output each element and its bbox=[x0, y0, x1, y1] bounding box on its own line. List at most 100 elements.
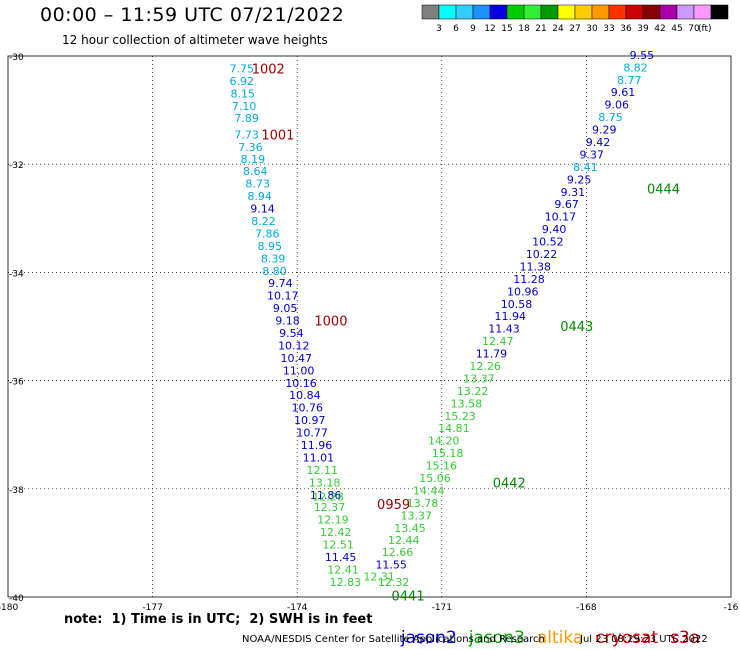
colorbar-tick-label: 39 bbox=[637, 24, 649, 34]
wave-height-label: 8.77 bbox=[617, 74, 642, 87]
x-tick-label: -171 bbox=[432, 603, 452, 613]
colorbar-swatch bbox=[625, 4, 644, 20]
wave-height-label: 8.41 bbox=[573, 161, 598, 174]
colorbar-tick-label: 15 bbox=[501, 24, 512, 34]
wave-height-label: 12.31 bbox=[363, 570, 395, 583]
colorbar-swatch bbox=[523, 4, 542, 20]
wave-height-label: 13.18 bbox=[309, 476, 341, 489]
colorbar-tick-label: 70 bbox=[688, 24, 700, 34]
wave-height-label: 15.06 bbox=[419, 472, 451, 485]
pass-time-label: 0442 bbox=[493, 476, 526, 491]
wave-height-label: 9.61 bbox=[611, 86, 636, 99]
colorbar-swatch bbox=[693, 4, 712, 20]
wave-height-label: 12.28 bbox=[312, 490, 344, 503]
wave-height-label: 8.73 bbox=[245, 178, 270, 191]
wave-height-label: 14.20 bbox=[428, 435, 460, 448]
wave-height-label: 12.37 bbox=[314, 501, 346, 514]
wave-height-label: 8.19 bbox=[241, 153, 266, 166]
colorbar-tick-label: 9 bbox=[470, 24, 476, 34]
wave-height-label: 10.17 bbox=[267, 290, 299, 303]
colorbar-tick-label: 6 bbox=[453, 24, 459, 34]
wave-height-label: 10.77 bbox=[296, 427, 328, 440]
wave-height-label: 15.18 bbox=[432, 447, 464, 460]
wave-height-label: 8.39 bbox=[261, 252, 286, 265]
wave-height-label: 10.22 bbox=[526, 248, 558, 261]
wave-height-label: 13.58 bbox=[451, 397, 483, 410]
colorbar-swatch bbox=[676, 4, 695, 20]
colorbar-tick-label: 30 bbox=[586, 24, 598, 34]
y-tick-label: -30 bbox=[9, 53, 24, 63]
wave-height-label: 8.95 bbox=[257, 240, 282, 253]
wave-height-label: 10.58 bbox=[501, 298, 533, 311]
wave-height-label: 13.45 bbox=[394, 522, 426, 535]
wave-height-label: 9.54 bbox=[279, 327, 304, 340]
wave-height-label: 11.55 bbox=[375, 559, 407, 572]
wave-height-label: 11.38 bbox=[520, 260, 552, 273]
colorbar-swatch bbox=[455, 4, 474, 20]
colorbar-swatch bbox=[472, 4, 491, 20]
pass-time-label: 1000 bbox=[314, 315, 347, 330]
wave-height-label: 12.19 bbox=[317, 514, 349, 527]
wave-height-label: 11.45 bbox=[325, 551, 357, 564]
colorbar-swatch bbox=[659, 4, 678, 20]
colorbar-swatch bbox=[489, 4, 508, 20]
colorbar-tick-label: 27 bbox=[569, 24, 580, 34]
wave-height-label: 12.66 bbox=[382, 546, 414, 559]
wave-height-label: 12.51 bbox=[322, 539, 354, 552]
wave-height-label: 11.01 bbox=[303, 451, 335, 464]
wave-height-label: 11.00 bbox=[283, 364, 315, 377]
pass-time-label: 1001 bbox=[261, 128, 294, 143]
y-tick-label: -40 bbox=[9, 594, 24, 604]
wave-height-label: 12.42 bbox=[320, 526, 352, 539]
colorbar-tick-label: 42 bbox=[654, 24, 665, 34]
wave-height-label: 10.96 bbox=[507, 285, 539, 298]
wave-height-label: 9.74 bbox=[268, 277, 293, 290]
satellite-legend-altika: altika bbox=[536, 628, 584, 648]
chart-title: 00:00 – 11:59 UTC 07/21/2022 bbox=[40, 4, 345, 26]
credit-line: NOAA/NESDIS Center for Satellite Applica… bbox=[242, 634, 545, 645]
colorbar-swatch bbox=[574, 4, 593, 20]
chart-subtitle: 12 hour collection of altimeter wave hei… bbox=[62, 33, 328, 47]
units-note: note: 1) Time is in UTC; 2) SWH is in fe… bbox=[64, 612, 373, 627]
wave-height-label: 12.26 bbox=[469, 360, 501, 373]
colorbar-swatch bbox=[591, 4, 610, 20]
wave-height-label: 10.16 bbox=[285, 377, 317, 390]
wave-height-label: 12.32 bbox=[378, 576, 410, 589]
colorbar-tick-label: 21 bbox=[535, 24, 546, 34]
wave-height-label: 8.75 bbox=[598, 111, 623, 124]
colorbar-swatch bbox=[608, 4, 627, 20]
wave-height-label: 10.47 bbox=[280, 352, 312, 365]
wave-height-label: 7.36 bbox=[238, 141, 263, 154]
colorbar-swatch bbox=[421, 4, 440, 20]
wave-height-label: 9.31 bbox=[561, 186, 586, 199]
wave-height-label: 10.97 bbox=[294, 414, 326, 427]
wave-height-label: 12.44 bbox=[388, 534, 420, 547]
colorbar-swatch bbox=[642, 4, 661, 20]
wave-height-label: 8.82 bbox=[623, 61, 648, 74]
wave-height-label: 7.73 bbox=[234, 128, 259, 141]
pass-time-label: 1002 bbox=[252, 62, 285, 77]
colorbar-tick-label: 45 bbox=[671, 24, 682, 34]
x-tick-label: -174 bbox=[287, 603, 308, 613]
plot-frame bbox=[7, 55, 732, 598]
wave-height-label: 7.75 bbox=[230, 62, 255, 75]
x-tick-label: -177 bbox=[142, 603, 162, 613]
wave-height-label: 8.22 bbox=[251, 215, 276, 228]
wave-height-label: 7.86 bbox=[255, 227, 280, 240]
wave-height-label: 9.14 bbox=[250, 203, 275, 216]
colorbar-tick-label: 12 bbox=[484, 24, 495, 34]
x-tick-label: -16 bbox=[724, 603, 739, 613]
pass-time-label: 0441 bbox=[392, 589, 425, 604]
wave-height-label: 9.42 bbox=[586, 136, 611, 149]
colorbar-swatch bbox=[540, 4, 559, 20]
satellite-legend-cryosat: cryosat bbox=[595, 628, 659, 648]
wave-height-label: 6.92 bbox=[230, 75, 255, 88]
wave-height-label: 9.18 bbox=[275, 315, 300, 328]
wave-height-label: 12.41 bbox=[327, 563, 359, 576]
wave-height-label: 10.17 bbox=[545, 211, 577, 224]
wave-height-label: 9.40 bbox=[542, 223, 567, 236]
wave-height-label: 15.16 bbox=[426, 460, 458, 473]
satellite-legend: jason2 jason3 altika cryosat s3a bbox=[390, 608, 712, 648]
wave-height-label: 12.11 bbox=[307, 464, 339, 477]
